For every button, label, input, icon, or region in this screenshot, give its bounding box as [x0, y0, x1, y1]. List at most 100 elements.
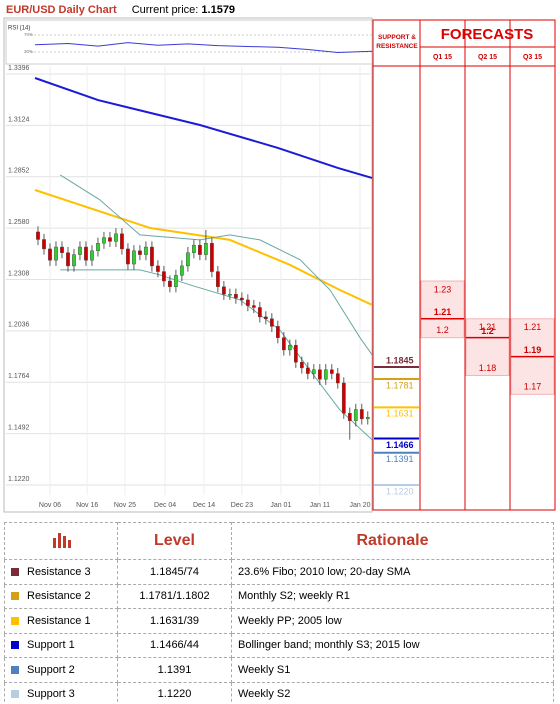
level-cell: 1.1781/1.1802 — [117, 583, 232, 609]
candle-body — [132, 250, 136, 265]
x-tick-label: Jan 20 — [349, 502, 370, 509]
candle-body — [84, 246, 88, 261]
candle-body — [60, 246, 64, 253]
current-price: 1.1579 — [201, 4, 236, 16]
plot-frame — [3, 17, 373, 513]
rationale-cell: 23.6% Fibo; 2010 low; 20-day SMA — [231, 559, 554, 585]
level-value: 1.1391 — [157, 663, 192, 676]
table-row: Support 2 1.1391 Weekly S1 — [4, 657, 554, 683]
candle-body — [359, 409, 364, 420]
rationale-cell: Weekly S1 — [231, 657, 554, 683]
level-label: 1.1781 — [386, 380, 414, 390]
candle-body — [126, 248, 130, 265]
table-row: Support 3 1.1220 Weekly S2 — [4, 681, 554, 704]
candle-body — [317, 369, 322, 380]
candle-body — [335, 373, 340, 384]
level-name: Support 1 — [27, 639, 75, 652]
candle-body — [120, 233, 124, 250]
candle-body — [114, 233, 118, 242]
rationale: Monthly S2; weekly R1 — [238, 590, 350, 603]
forecast-range — [420, 280, 465, 339]
line-series — [59, 174, 373, 355]
candle-body — [216, 271, 220, 287]
candle-body — [156, 265, 160, 272]
table-row: Resistance 2 1.1781/1.1802 Monthly S2; wee… — [4, 583, 554, 609]
y-tick-label: 1.2308 — [8, 270, 30, 277]
y-tick-label: 1.3124 — [8, 116, 30, 123]
candle-body — [264, 316, 268, 319]
forecast-high: 1.21 — [479, 322, 497, 332]
candle-body — [347, 413, 352, 421]
header: EUR/USD Daily Chart Current price: 1.157… — [6, 4, 235, 16]
forecast-low: 1.17 — [524, 382, 542, 392]
candle-body — [150, 246, 154, 267]
candle-body — [108, 237, 112, 242]
candle-body — [102, 237, 106, 244]
candle-body — [78, 246, 82, 255]
sr-title: SUPPORT & RESISTANCE — [376, 34, 418, 50]
y-tick-label: 1.3396 — [8, 65, 30, 72]
forecast-column: Q2 15 — [478, 54, 497, 61]
icon-cell — [4, 522, 118, 560]
candle-body — [138, 250, 142, 255]
forecast-column: Q1 15 — [433, 54, 452, 61]
candle-body — [287, 345, 292, 351]
swatch — [11, 592, 19, 601]
candle-body — [282, 337, 286, 351]
forecast-high: 1.21 — [524, 322, 542, 332]
candle-body — [329, 369, 334, 374]
level-name: Support 3 — [27, 688, 75, 701]
rationale-cell: Monthly S2; weekly R1 — [231, 583, 554, 609]
chart-title: EUR/USD Daily Chart — [6, 4, 117, 16]
level-value: 1.1845/74 — [150, 565, 199, 578]
name-cell: Resistance 3 — [4, 559, 118, 585]
candle-body — [174, 275, 178, 287]
y-tick-label: 1.1492 — [8, 424, 30, 431]
candle-body — [198, 244, 202, 255]
candle-body — [90, 250, 94, 261]
table-row: Support 1 1.1466/44 Bollinger band; monthl… — [4, 632, 554, 658]
candle-body — [293, 345, 298, 363]
level-name: Resistance 2 — [27, 590, 91, 603]
x-tick-label: Nov 25 — [114, 502, 136, 509]
rationale: 23.6% Fibo; 2010 low; 20-day SMA — [238, 565, 411, 578]
x-tick-label: Dec 14 — [193, 502, 215, 509]
candle-body — [36, 231, 40, 240]
forecast-low: 1.18 — [479, 363, 497, 373]
candle-body — [66, 252, 70, 267]
candle-body — [353, 409, 358, 421]
candle-body — [72, 254, 76, 267]
candle-body — [270, 318, 274, 327]
table-row: Resistance 3 1.1845/74 23.6% Fibo; 2010 lo… — [4, 559, 554, 585]
level-name: Resistance 1 — [27, 614, 91, 627]
x-tick-label: Jan 11 — [310, 502, 331, 509]
candle-body — [48, 248, 52, 261]
y-tick-label: 1.2852 — [8, 168, 30, 175]
candle-body — [365, 416, 370, 420]
name-cell: Resistance 1 — [4, 608, 118, 634]
level-value: 1.1220 — [157, 688, 192, 701]
forecast-mid-label: 1.21 — [434, 307, 452, 317]
rationale-cell: Weekly PP; 2005 low — [231, 608, 554, 634]
y-tick-label: 1.2580 — [8, 219, 30, 226]
candle-body — [258, 307, 262, 318]
line-series — [60, 269, 373, 441]
candle-body — [299, 362, 304, 369]
swatch — [11, 641, 19, 650]
candle-body — [54, 246, 58, 261]
rationale-cell: Weekly S2 — [231, 681, 554, 704]
level-value: 1.1781/1.1802 — [139, 590, 210, 603]
y-tick-label: 1.1764 — [8, 373, 30, 380]
candle-body — [168, 280, 172, 287]
level-cell: 1.1466/44 — [117, 632, 232, 658]
x-tick-label: Dec 23 — [231, 502, 253, 509]
candle-body — [323, 369, 328, 380]
candle-body — [228, 294, 232, 296]
forecast-column: Q3 15 — [523, 54, 542, 61]
level-value: 1.1466/44 — [150, 639, 199, 652]
forecast-low: 1.2 — [436, 325, 449, 335]
name-cell: Support 3 — [4, 681, 118, 704]
rsi-line — [34, 42, 373, 54]
y-tick-label: 30% — [24, 49, 33, 54]
swatch — [11, 567, 19, 576]
